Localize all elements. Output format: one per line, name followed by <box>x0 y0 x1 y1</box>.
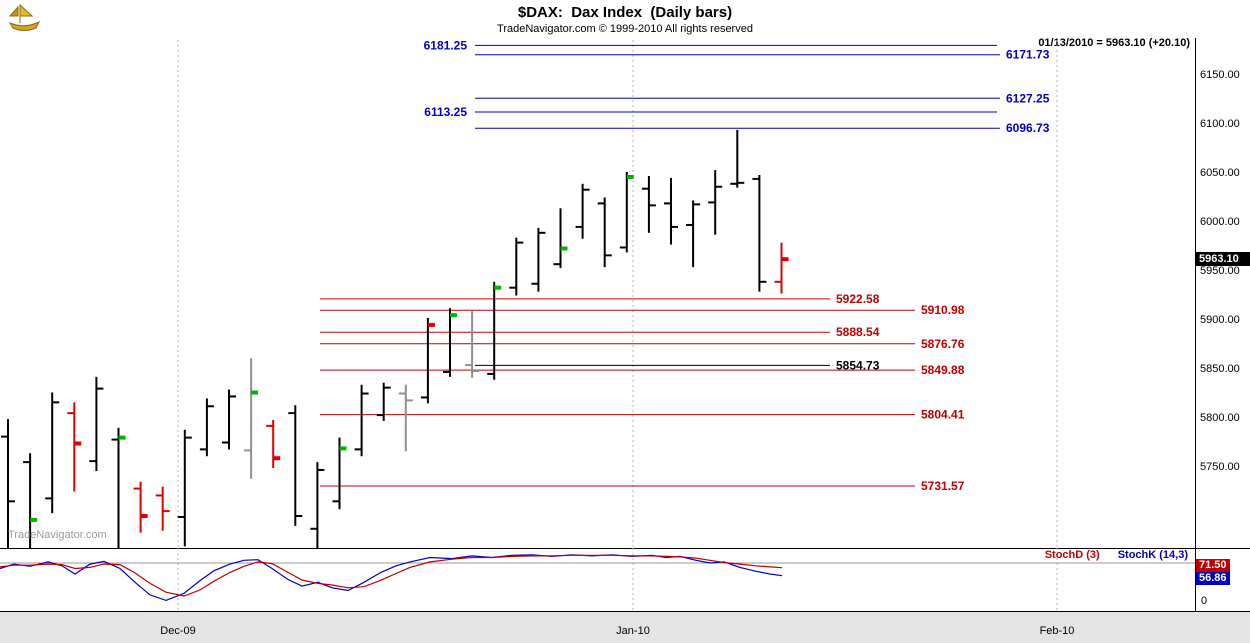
price-level-line[interactable]: 5910.98 <box>320 303 965 317</box>
ohlc-bar[interactable] <box>597 197 612 268</box>
date-axis[interactable]: Dec-09 Jan-10 Feb-10 <box>0 612 1250 643</box>
price-level-line[interactable]: 5804.41 <box>320 408 965 422</box>
ohlc-bar[interactable] <box>509 237 524 296</box>
price-level-label: 5804.41 <box>921 408 965 422</box>
price-level-label: 5922.58 <box>836 292 880 306</box>
price-axis-label: 6150.00 <box>1200 69 1240 81</box>
ohlc-bar[interactable] <box>310 462 325 548</box>
price-level-label: 5910.98 <box>921 303 965 317</box>
price-level-label: 5854.73 <box>836 358 880 372</box>
stoch-zero-label: 0 <box>1201 595 1208 607</box>
price-level-line[interactable]: 5731.57 <box>320 479 965 493</box>
price-level-label: 5849.88 <box>921 363 965 377</box>
price-level-line[interactable]: 5849.88 <box>320 363 965 377</box>
ohlc-bar[interactable] <box>664 177 678 245</box>
price-level-line[interactable]: 6127.25 <box>475 91 1050 105</box>
stochk-legend-label[interactable]: StochK (14,3) <box>1117 549 1188 561</box>
price-level-label: 6113.25 <box>424 105 467 119</box>
stoch-legend: StochD (3) StochK (14,3) <box>1045 549 1188 561</box>
ohlc-bar[interactable] <box>619 172 634 253</box>
ohlc-bar[interactable] <box>465 311 480 378</box>
date-axis-label: Feb-10 <box>1039 625 1075 637</box>
ohlc-bar[interactable] <box>45 392 60 514</box>
date-axis-label: Dec-09 <box>160 625 196 637</box>
ohlc-bar[interactable] <box>443 308 457 377</box>
ohlc-bar[interactable] <box>730 129 745 188</box>
price-axis-label: 5900.00 <box>1200 314 1240 326</box>
price-level-label: 6171.73 <box>1006 48 1050 62</box>
ohlc-bar[interactable] <box>133 481 148 533</box>
price-axis-divider <box>1195 38 1196 612</box>
ohlc-bar[interactable] <box>177 429 192 547</box>
ohlc-bar[interactable] <box>67 402 82 492</box>
price-axis-label: 5800.00 <box>1200 412 1240 424</box>
ohlc-bar[interactable] <box>155 486 170 531</box>
ohlc-bar[interactable] <box>222 389 236 450</box>
price-axis-label: 5850.00 <box>1200 363 1240 375</box>
ohlc-bar[interactable] <box>553 208 568 269</box>
stochk-value-badge: 56.86 <box>1196 572 1230 585</box>
ohlc-bar[interactable] <box>575 183 590 239</box>
ohlc-bar[interactable] <box>531 227 546 292</box>
price-level-label: 6096.73 <box>1006 121 1050 135</box>
copyright-text: TradeNavigator.com © 1999-2010 All right… <box>497 23 753 35</box>
chart-title: $DAX: Dax Index (Daily bars) <box>517 4 733 21</box>
stochastic-panel-canvas[interactable] <box>0 548 1195 611</box>
price-level-label: 6127.25 <box>1006 91 1050 105</box>
ohlc-bar[interactable] <box>266 419 281 468</box>
ohlc-bar[interactable] <box>23 453 38 548</box>
ohlc-bar[interactable] <box>774 242 789 294</box>
price-level-line[interactable]: 5876.76 <box>320 337 965 351</box>
price-level-label: 5731.57 <box>921 479 965 493</box>
price-level-line[interactable]: 6171.73 <box>475 48 1050 62</box>
ohlc-bar[interactable] <box>420 318 435 404</box>
price-chart-canvas[interactable]: 6181.25 6171.73 6127.25 6113.25 6096.73 5922.… <box>0 38 1195 548</box>
price-level-line[interactable]: 5854.73 <box>475 358 880 372</box>
price-level-line[interactable]: 6096.73 <box>475 121 1050 135</box>
price-level-line[interactable]: 6181.25 <box>424 38 997 52</box>
stochd-legend-label[interactable]: StochD (3) <box>1044 549 1100 561</box>
price-axis-label: 6100.00 <box>1200 118 1240 130</box>
ohlc-bar[interactable] <box>244 358 259 479</box>
ohlc-bar[interactable] <box>1 419 15 548</box>
price-axis-label: 5950.00 <box>1200 265 1240 277</box>
stochk-line[interactable] <box>0 554 783 602</box>
price-axis-label: 6050.00 <box>1200 167 1240 179</box>
price-axis[interactable]: 6150.00 6100.00 6050.00 6000.00 5950.00 5900.… <box>1198 0 1250 643</box>
gold-ship-logo-icon <box>6 2 42 34</box>
price-axis-label: 5750.00 <box>1200 461 1240 473</box>
ohlc-bar[interactable] <box>708 170 723 235</box>
price-level-line[interactable]: 6113.25 <box>424 105 997 119</box>
price-level-label: 5888.54 <box>836 325 880 339</box>
ohlc-bar[interactable] <box>89 376 104 471</box>
ohlc-bar[interactable] <box>354 384 369 457</box>
ohlc-bar[interactable] <box>111 427 126 548</box>
ohlc-bar[interactable] <box>487 281 502 380</box>
date-axis-label: Jan-10 <box>616 625 650 637</box>
ohlc-bar[interactable] <box>376 382 391 421</box>
price-level-label: 5876.76 <box>921 337 965 351</box>
last-quote-readout: 01/13/2010 = 5963.10 (+20.10) <box>1038 37 1190 49</box>
ohlc-bar[interactable] <box>288 405 303 526</box>
ohlc-bar[interactable] <box>686 200 701 268</box>
price-level-line[interactable]: 5888.54 <box>320 325 880 339</box>
last-price-badge: 5963.10 <box>1196 252 1250 266</box>
ohlc-bar[interactable] <box>641 175 656 233</box>
ohlc-bar[interactable] <box>199 398 214 457</box>
ohlc-bar[interactable] <box>398 384 413 452</box>
price-level-line[interactable]: 5922.58 <box>320 292 880 306</box>
price-axis-label: 6000.00 <box>1200 216 1240 228</box>
stochd-line[interactable] <box>0 554 783 597</box>
price-stoch-divider <box>0 548 1250 549</box>
ohlc-bar[interactable] <box>332 437 347 510</box>
stochd-value-badge: 71.50 <box>1196 559 1230 572</box>
ohlc-bar[interactable] <box>752 174 767 292</box>
watermark-text: TradeNavigator.com <box>8 529 107 541</box>
price-level-label: 6181.25 <box>424 38 468 52</box>
stoch-dateaxis-divider <box>0 611 1250 612</box>
